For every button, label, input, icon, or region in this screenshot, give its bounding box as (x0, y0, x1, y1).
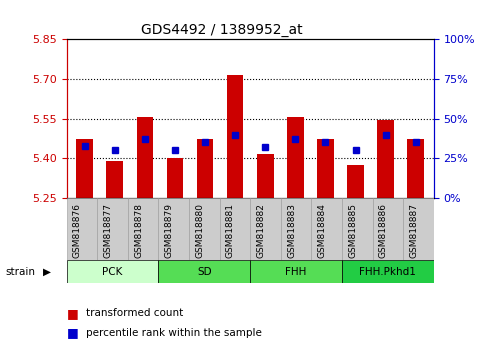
Text: GDS4492 / 1389952_at: GDS4492 / 1389952_at (141, 23, 303, 37)
Bar (250, 198, 281, 260)
Bar (317, 138, 334, 198)
Bar (67, 260, 158, 283)
Text: GSM818878: GSM818878 (134, 203, 143, 258)
Bar (67, 198, 97, 260)
Bar (167, 159, 183, 198)
Bar (227, 75, 244, 198)
Bar (281, 198, 312, 260)
Text: transformed count: transformed count (86, 308, 183, 318)
Text: strain: strain (5, 267, 35, 277)
Text: ■: ■ (67, 326, 78, 339)
Bar (287, 117, 304, 198)
Bar (189, 198, 219, 260)
Text: GSM818883: GSM818883 (287, 203, 296, 258)
Bar (342, 260, 434, 283)
Text: GSM818887: GSM818887 (410, 203, 419, 258)
Bar (342, 198, 373, 260)
Text: GSM818882: GSM818882 (256, 203, 266, 258)
Bar (408, 138, 424, 198)
Bar (347, 165, 364, 198)
Text: GSM818877: GSM818877 (104, 203, 112, 258)
Bar (312, 198, 342, 260)
Bar (257, 154, 274, 198)
Text: GSM818885: GSM818885 (349, 203, 357, 258)
Text: ▶: ▶ (43, 267, 51, 277)
Text: GSM818886: GSM818886 (379, 203, 388, 258)
Bar (219, 198, 250, 260)
Bar (378, 120, 394, 198)
Bar (128, 198, 158, 260)
Text: GSM818880: GSM818880 (195, 203, 204, 258)
Text: ■: ■ (67, 307, 78, 320)
Bar (158, 198, 189, 260)
Bar (106, 161, 123, 198)
Text: GSM818876: GSM818876 (73, 203, 82, 258)
Text: GSM818881: GSM818881 (226, 203, 235, 258)
Bar (97, 198, 128, 260)
Bar (197, 138, 213, 198)
Bar (373, 198, 403, 260)
Text: FHH.Pkhd1: FHH.Pkhd1 (359, 267, 417, 277)
Bar (137, 117, 153, 198)
Text: FHH: FHH (285, 267, 307, 277)
Text: GSM818879: GSM818879 (165, 203, 174, 258)
Bar (403, 198, 434, 260)
Bar (158, 260, 250, 283)
Text: PCK: PCK (102, 267, 123, 277)
Text: percentile rank within the sample: percentile rank within the sample (86, 328, 262, 338)
Text: SD: SD (197, 267, 211, 277)
Bar (250, 260, 342, 283)
Text: GSM818884: GSM818884 (317, 203, 327, 258)
Bar (76, 138, 93, 198)
